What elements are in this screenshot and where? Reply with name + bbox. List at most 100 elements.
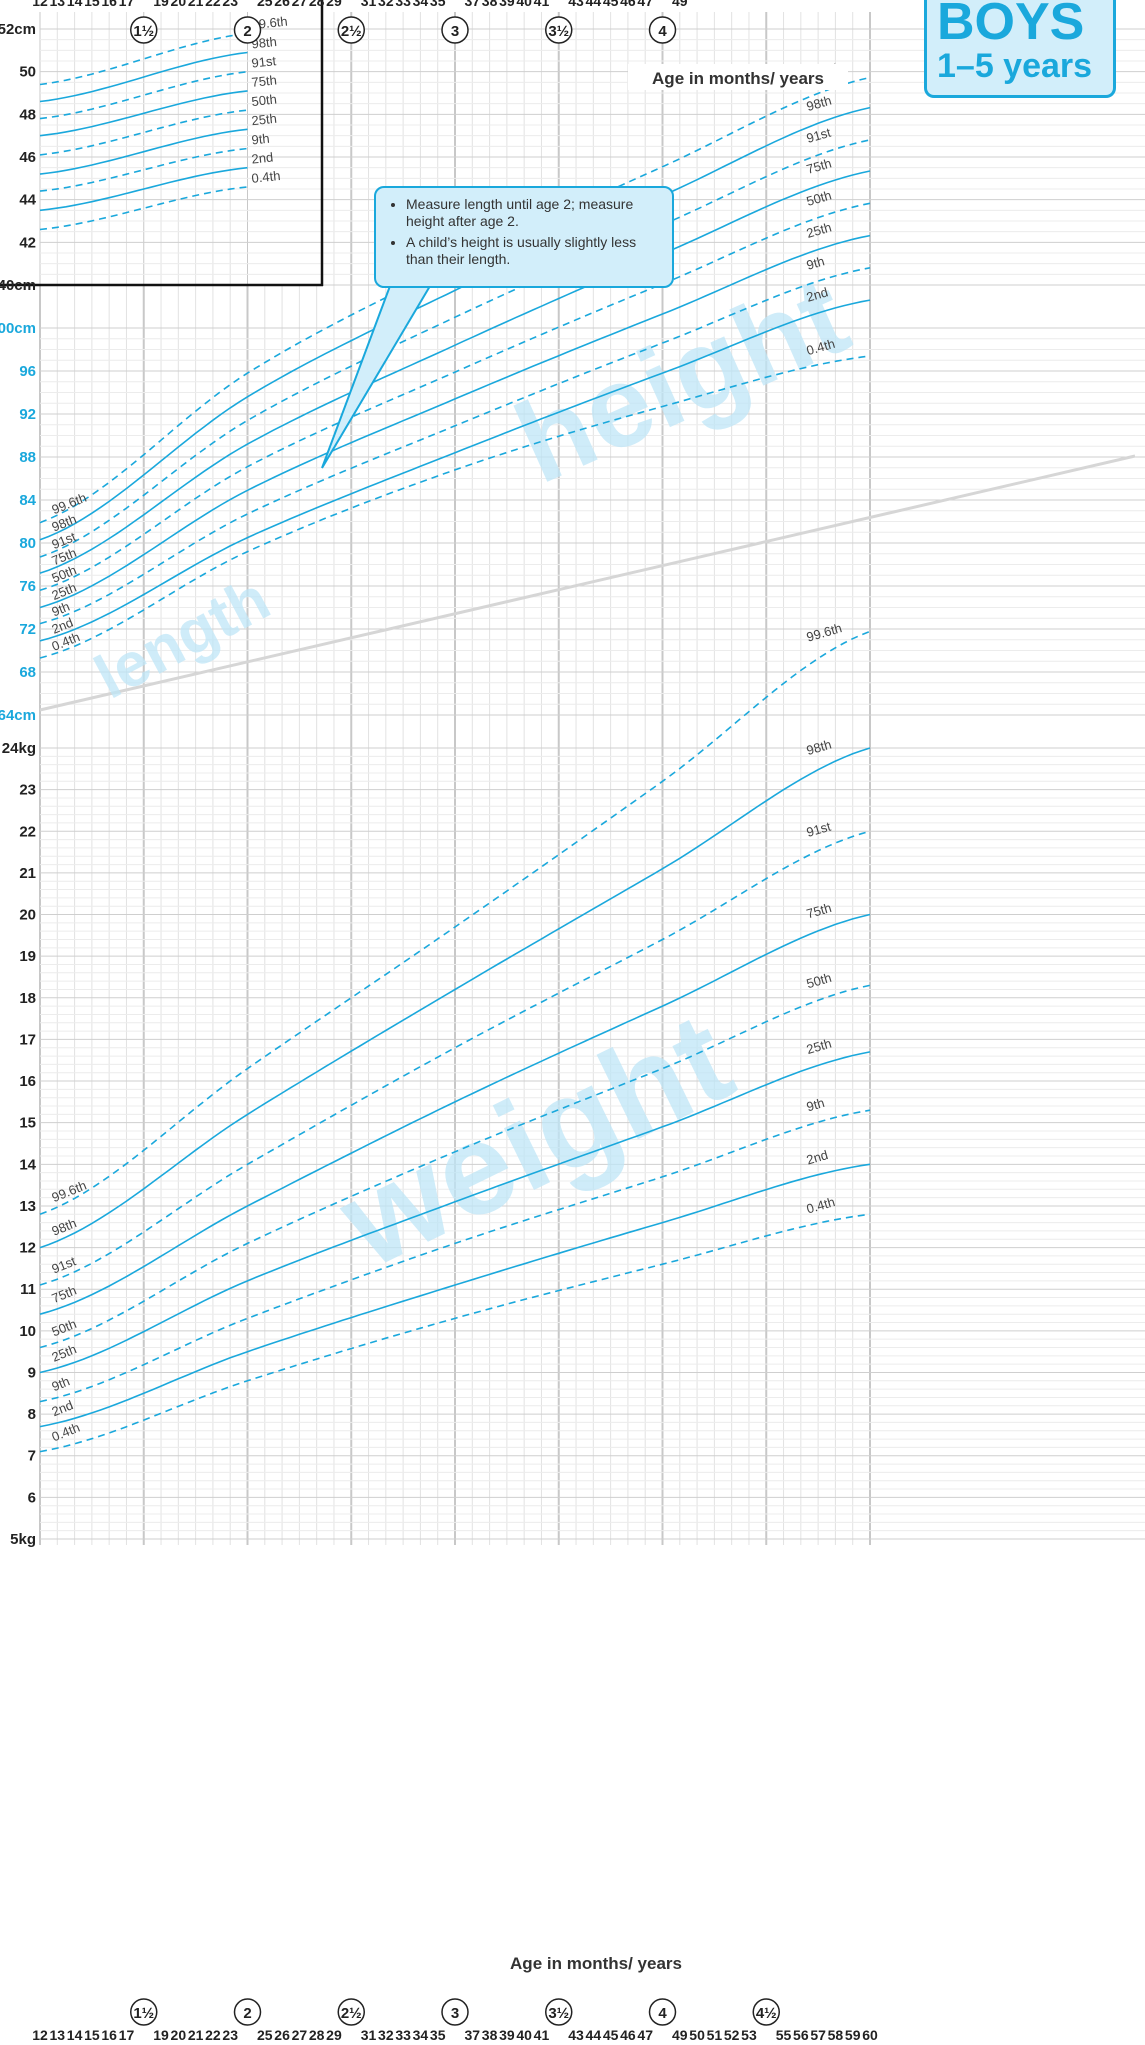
year-marker-circle [233, 1998, 262, 2026]
badge-subtitle: 1–5 years [937, 47, 1093, 85]
y-tick-label: 14 [19, 1156, 36, 1173]
y-tick-label: 19 [19, 948, 36, 965]
x-tick-label: 44 [586, 2027, 602, 2043]
y-tick-label: 16 [19, 1073, 36, 1090]
year-marker-circle-top [337, 16, 365, 44]
x-tick-label: 19 [153, 2027, 169, 2043]
note-item: A child’s height is usually slightly les… [406, 234, 662, 268]
reference-line [39, 454, 1136, 712]
x-tick-label-top: 15 [84, 0, 100, 9]
y-tick-label: 22 [19, 823, 36, 840]
x-tick-label: 17 [119, 2027, 135, 2043]
centile-label: 50th [805, 970, 833, 991]
y-tick-label: 92 [19, 406, 36, 423]
year-marker-label: 1½ [133, 2005, 154, 2022]
centile-line-99-6th [39, 76, 871, 524]
x-tick-label-top: 27 [292, 0, 308, 9]
centile-label: 50th [251, 91, 278, 109]
y-tick-label: 46 [19, 149, 36, 166]
centile-label: 2nd [251, 149, 274, 166]
x-tick-label: 39 [499, 2027, 515, 2043]
year-marker-circle [648, 1998, 677, 2026]
x-tick-label: 60 [862, 2027, 878, 2043]
x-tick-label-top: 12 [32, 0, 48, 9]
centile-line-75th [39, 913, 871, 1315]
x-tick-label-top: 39 [499, 0, 515, 9]
centile-label: 98th [805, 93, 833, 114]
x-tick-label-top: 25 [257, 0, 273, 9]
y-tick-label: 7 [28, 1448, 36, 1465]
x-tick-label: 34 [413, 2027, 429, 2043]
y-tick-label: 72 [19, 621, 36, 638]
centile-line-25th [39, 128, 248, 175]
x-tick-label-top: 49 [672, 0, 688, 9]
centile-label: 2nd [805, 284, 830, 304]
year-marker-circle-top [648, 16, 677, 44]
year-marker-label-top: 2 [243, 23, 251, 40]
x-tick-label: 23 [222, 2027, 238, 2043]
x-tick-label: 33 [395, 2027, 411, 2043]
boys-badge: BOYS 1–5 years [924, 0, 1116, 98]
centile-label: 75th [805, 900, 833, 921]
x-tick-label-top: 28 [309, 0, 325, 9]
x-tick-label-top: 33 [395, 0, 411, 9]
y-tick-label: 20 [19, 907, 36, 924]
x-tick-label: 28 [309, 2027, 325, 2043]
y-tick-label: 100cm [0, 320, 36, 337]
x-tick-label-top: 14 [67, 0, 83, 9]
x-tick-label: 49 [672, 2027, 688, 2043]
centile-line-2nd [39, 1163, 871, 1428]
y-tick-label: 18 [19, 990, 36, 1007]
centile-line-0-4th [39, 1213, 871, 1453]
centile-line-50th [39, 202, 871, 592]
year-marker-circle-top [233, 16, 262, 44]
year-marker-circle [752, 1998, 780, 2026]
year-marker-circle [130, 1998, 158, 2026]
x-tick-label: 16 [101, 2027, 117, 2043]
centile-line-98th [39, 106, 871, 541]
centile-line-2nd [39, 299, 871, 642]
x-tick-label: 22 [205, 2027, 221, 2043]
y-tick-label: 64cm [0, 707, 36, 724]
year-marker-circle-top [441, 16, 469, 44]
x-tick-label: 43 [568, 2027, 584, 2043]
x-tick-label: 50 [689, 2027, 705, 2043]
x-tick-label: 59 [845, 2027, 861, 2043]
x-tick-label: 46 [620, 2027, 636, 2043]
x-tick-label-top: 35 [430, 0, 446, 9]
x-tick-label: 47 [637, 2027, 653, 2043]
y-tick-label: 12 [19, 1240, 36, 1257]
centile-line-98th [39, 747, 871, 1249]
x-tick-label-top: 38 [482, 0, 498, 9]
x-tick-label-top: 37 [465, 0, 481, 9]
x-tick-label: 21 [188, 2027, 204, 2043]
measurement-note: Measure length until age 2; measure heig… [374, 186, 674, 288]
centile-label: 50th [805, 187, 833, 208]
centile-line-25th [39, 234, 871, 609]
x-tick-label: 25 [257, 2027, 273, 2043]
year-marker-label: 2 [243, 2005, 251, 2022]
centile-line-91st [39, 830, 871, 1286]
x-tick-label: 37 [465, 2027, 481, 2043]
centile-label: 75th [251, 72, 278, 90]
year-marker-circle [545, 1998, 573, 2026]
x-tick-label-top: 41 [534, 0, 550, 9]
x-tick-label-top: 13 [50, 0, 66, 9]
x-tick-label: 58 [828, 2027, 844, 2043]
x-tick-label: 52 [724, 2027, 740, 2043]
y-tick-label: 50 [19, 64, 36, 81]
y-tick-label: 24kg [2, 740, 36, 757]
centile-line-75th [39, 90, 248, 137]
centile-line-98th [39, 51, 248, 103]
year-marker-label: 4½ [756, 2005, 777, 2022]
y-tick-label: 42 [19, 234, 36, 251]
axis-labels: 52cm504846444240cm100cm96928884807672686… [0, 0, 878, 2043]
centile-line-2nd [39, 166, 248, 212]
x-tick-label-top: 20 [171, 0, 187, 9]
x-tick-label: 35 [430, 2027, 446, 2043]
x-tick-label-top: 31 [361, 0, 377, 9]
y-tick-label: 6 [28, 1489, 36, 1506]
head-section [0, 0, 324, 287]
centile-line-99-6th [39, 630, 871, 1216]
centile-label: 9th [251, 131, 271, 148]
